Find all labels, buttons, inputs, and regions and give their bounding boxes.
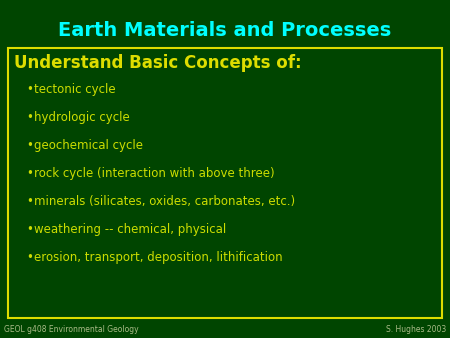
Text: •: • [26, 83, 33, 97]
Text: hydrologic cycle: hydrologic cycle [34, 112, 130, 124]
Text: erosion, transport, deposition, lithification: erosion, transport, deposition, lithific… [34, 251, 283, 265]
Text: •: • [26, 223, 33, 237]
Text: •: • [26, 195, 33, 209]
Text: weathering -- chemical, physical: weathering -- chemical, physical [34, 223, 226, 237]
Bar [8, 48, 442, 318]
Text: •: • [26, 251, 33, 265]
Text: minerals (silicates, oxides, carbonates, etc.): minerals (silicates, oxides, carbonates,… [34, 195, 295, 209]
Text: S. Hughes 2003: S. Hughes 2003 [386, 325, 446, 334]
Text: •: • [26, 140, 33, 152]
Text: Understand Basic Concepts of:: Understand Basic Concepts of: [14, 54, 302, 72]
Text: GEOL g408 Environmental Geology: GEOL g408 Environmental Geology [4, 325, 139, 334]
Text: Earth Materials and Processes: Earth Materials and Processes [58, 21, 392, 40]
Text: tectonic cycle: tectonic cycle [34, 83, 116, 97]
Text: •: • [26, 168, 33, 180]
Text: •: • [26, 112, 33, 124]
Text: geochemical cycle: geochemical cycle [34, 140, 143, 152]
Text: rock cycle (interaction with above three): rock cycle (interaction with above three… [34, 168, 274, 180]
